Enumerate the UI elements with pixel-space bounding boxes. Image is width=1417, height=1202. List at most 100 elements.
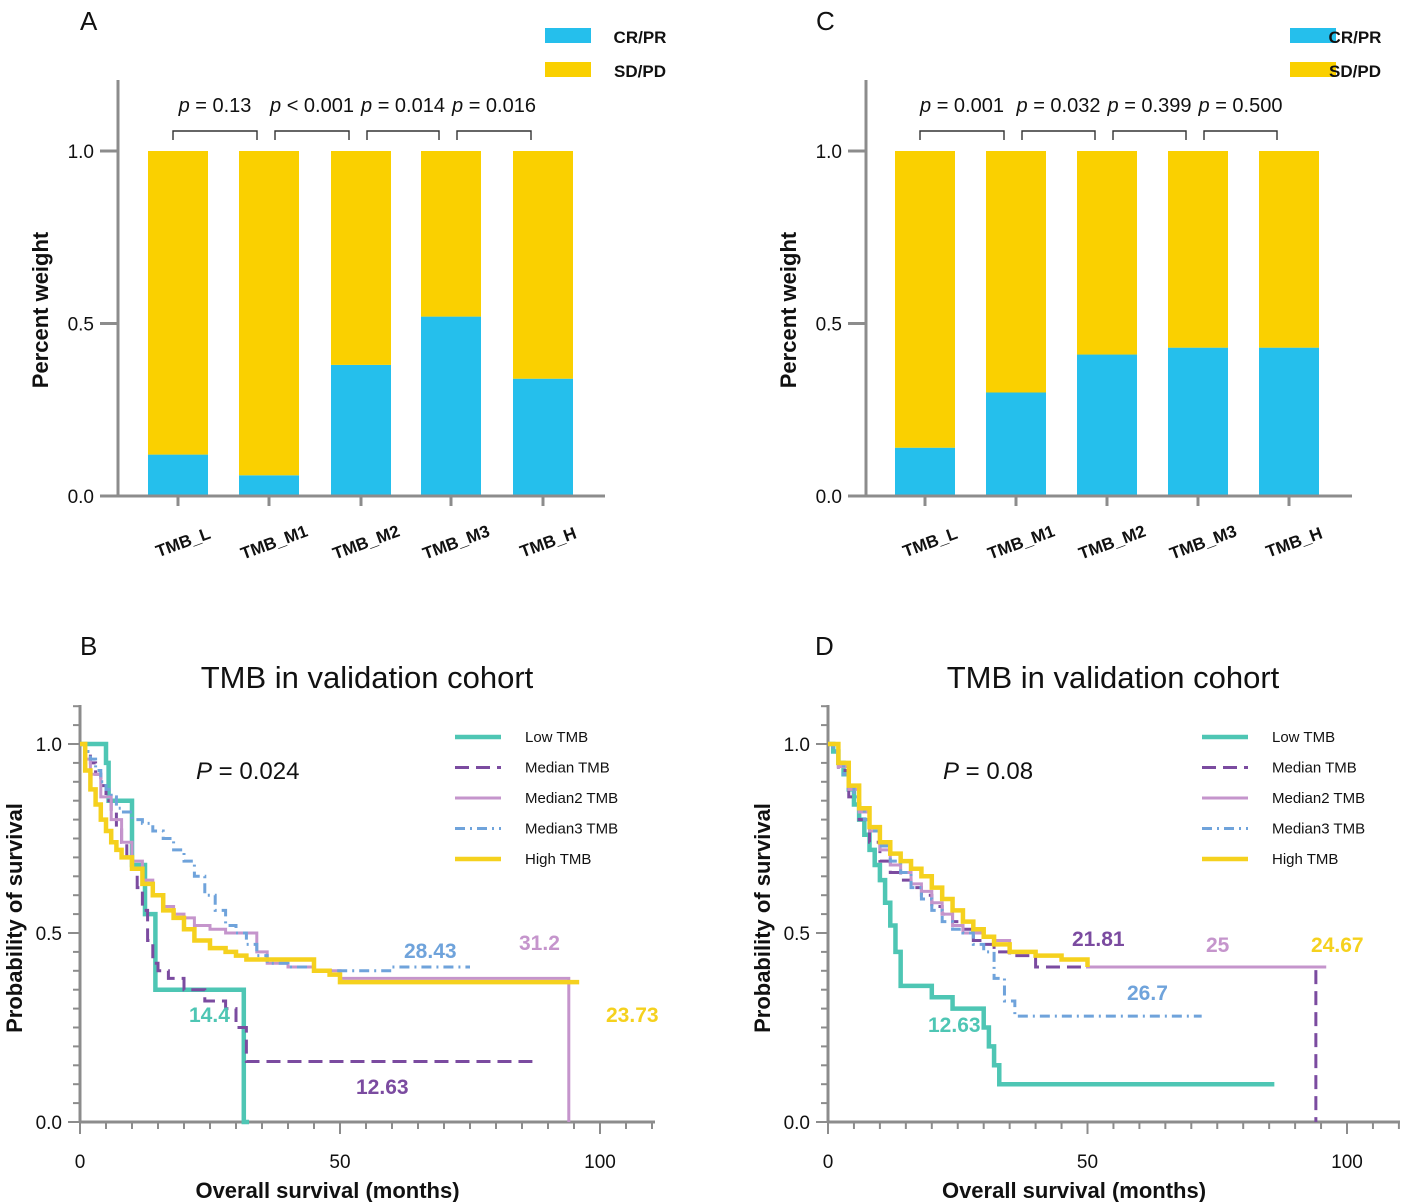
pvalue-label-a-1-italic: p	[269, 95, 281, 117]
bar-crpr-tmb_m1	[239, 475, 299, 496]
y-axis-title-d: Probability of survival	[750, 803, 775, 1033]
bar-sdpd-tmb_m1	[986, 151, 1046, 393]
pvalue-bracket-c-0	[919, 130, 1005, 140]
pvalue-label-a-1: p < 0.001	[269, 95, 354, 117]
y-tick-label-a-1: 0.5	[68, 315, 94, 336]
pvalue-label-d-italic: P	[943, 758, 959, 785]
pvalue-label-b-rest: = 0.024	[212, 758, 299, 785]
pvalue-label-a-2-rest: = 0.014	[372, 95, 445, 117]
x-tick-label-tmb_m3: TMB_M3	[420, 522, 492, 564]
pvalue-label-c-3-italic: p	[1198, 95, 1210, 117]
pvalue-label-a-0-italic: p	[178, 95, 190, 117]
pvalue-bracket-c-1	[1021, 130, 1096, 140]
legend-label-median2-b: Median2 TMB	[525, 790, 618, 807]
pvalue-label-d: P = 0.08	[943, 758, 1033, 785]
chart-title-d: TMB in validation cohort	[947, 660, 1280, 695]
median-label-high-b: 23.73	[606, 1004, 659, 1027]
legend-label-low-b: Low TMB	[525, 729, 588, 746]
legend-label-low-d: Low TMB	[1272, 729, 1335, 746]
x-tick-label-tmb_m2: TMB_M2	[330, 522, 402, 564]
km-curve-low-d	[828, 741, 1275, 1087]
y-tick-label-c-0: 0.0	[816, 487, 842, 508]
x-tick-label-tmb_m2: TMB_M2	[1076, 522, 1148, 564]
bar-crpr-tmb_l	[895, 447, 955, 496]
legend-swatch-sdpd-a	[545, 62, 591, 77]
y-tick-label-a-2: 1.0	[68, 142, 94, 163]
bar-sdpd-tmb_m3	[421, 151, 481, 317]
bar-crpr-tmb_m2	[331, 364, 391, 496]
legend-label-crpr-c: CR/PR	[1329, 28, 1382, 47]
y-axis-title-b: Probability of survival	[2, 803, 27, 1033]
chart-title-b: TMB in validation cohort	[201, 660, 534, 695]
legend-label-median3-d: Median3 TMB	[1272, 821, 1365, 838]
x-tick-label-d-2: 100	[1331, 1152, 1363, 1173]
pvalue-label-c-1: p = 0.032	[1016, 95, 1101, 117]
pvalue-label-a-2: p = 0.014	[360, 95, 445, 117]
pvalue-label-b-italic: P	[196, 758, 212, 785]
y-tick-label-c-1: 0.5	[816, 315, 842, 336]
x-tick-label-tmb_m3: TMB_M3	[1167, 522, 1239, 564]
x-tick-label-tmb_m1: TMB_M1	[985, 522, 1057, 564]
median-label-median-d: 21.81	[1072, 928, 1125, 951]
x-axis-title-d: Overall survival (months)	[942, 1178, 1206, 1202]
km-curve-median3-b	[80, 742, 470, 973]
pvalue-bracket-a-0	[172, 130, 258, 140]
x-tick-label-tmb_l: TMB_L	[153, 524, 213, 561]
y-tick-label-d-2: 1.0	[784, 735, 810, 756]
pvalue-label-c-1-italic: p	[1016, 95, 1028, 117]
bar-crpr-tmb_m3	[1168, 347, 1228, 496]
pvalue-label-a-3-italic: p	[451, 95, 463, 117]
legend-swatch-crpr-c	[1290, 28, 1336, 43]
bar-sdpd-tmb_m2	[331, 151, 391, 365]
legend-label-high-d: High TMB	[1272, 851, 1338, 868]
x-tick-label-tmb_l: TMB_L	[900, 524, 960, 561]
bar-sdpd-tmb_h	[1259, 151, 1319, 348]
legend-label-median2-d: Median2 TMB	[1272, 790, 1365, 807]
median-label-median2-b: 31.2	[519, 932, 560, 955]
pvalue-label-c-0: p = 0.001	[919, 95, 1004, 117]
y-tick-label-b-2: 1.0	[36, 735, 62, 756]
y-tick-label-d-1: 0.5	[784, 924, 810, 945]
bar-crpr-tmb_m1	[986, 392, 1046, 496]
km-curve-high-b	[80, 741, 580, 985]
pvalue-label-c-2-italic: p	[1107, 95, 1119, 117]
pvalue-label-a-1-rest: < 0.001	[281, 95, 354, 117]
km-curve-high-d	[828, 741, 1090, 968]
bar-sdpd-tmb_m2	[1077, 151, 1137, 355]
legend-swatch-sdpd-c	[1290, 62, 1336, 77]
pvalue-bracket-a-2	[366, 130, 440, 140]
panel-letter-d: D	[815, 631, 834, 661]
pvalue-label-a-0: p = 0.13	[178, 95, 252, 117]
pvalue-label-c-3: p = 0.500	[1198, 95, 1283, 117]
y-tick-label-c-2: 1.0	[816, 142, 842, 163]
pvalue-label-a-0-rest: = 0.13	[190, 95, 252, 117]
legend-label-sdpd-c: SD/PD	[1329, 62, 1381, 81]
bar-crpr-tmb_m3	[421, 316, 481, 496]
legend-label-median-d: Median TMB	[1272, 760, 1357, 777]
bar-sdpd-tmb_m3	[1168, 151, 1228, 348]
pvalue-label-c-1-rest: = 0.032	[1028, 95, 1101, 117]
x-tick-label-tmb_h: TMB_H	[517, 524, 579, 562]
x-axis-title-b: Overall survival (months)	[195, 1178, 459, 1202]
median-label-median3-d: 26.7	[1127, 982, 1168, 1005]
legend-label-high-b: High TMB	[525, 851, 591, 868]
y-tick-label-d-0: 0.0	[784, 1113, 810, 1134]
bar-crpr-tmb_h	[1259, 347, 1319, 496]
pvalue-label-d-rest: = 0.08	[959, 758, 1033, 785]
pvalue-label-a-3-rest: = 0.016	[463, 95, 536, 117]
median-label-low-b: 14.4	[189, 1004, 230, 1027]
median-label-median-b: 12.63	[356, 1076, 409, 1099]
panel-letter-b: B	[80, 631, 97, 661]
y-tick-label-a-0: 0.0	[68, 487, 94, 508]
bar-crpr-tmb_l	[148, 454, 208, 496]
pvalue-label-b: P = 0.024	[196, 758, 299, 785]
bar-sdpd-tmb_m1	[239, 151, 299, 476]
bar-sdpd-tmb_l	[895, 151, 955, 448]
pvalue-bracket-a-1	[274, 130, 350, 140]
pvalue-label-c-2-rest: = 0.399	[1119, 95, 1192, 117]
panel-letter-a: A	[80, 6, 98, 36]
x-tick-label-b-2: 100	[584, 1152, 616, 1173]
x-tick-label-b-1: 50	[329, 1152, 350, 1173]
pvalue-bracket-c-3	[1203, 130, 1278, 140]
median-label-median3-b: 28.43	[404, 940, 457, 963]
